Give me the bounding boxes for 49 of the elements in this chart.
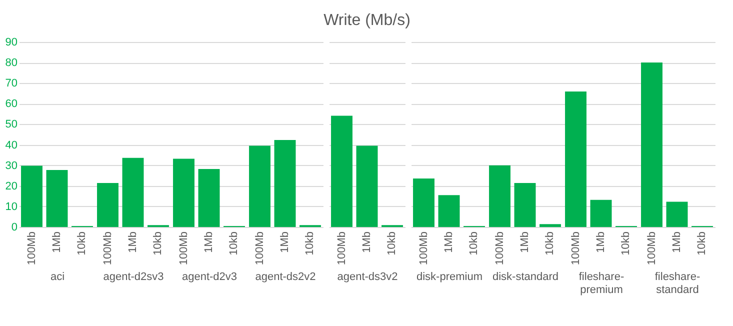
x-tick-label: 10kb bbox=[620, 232, 632, 256]
x-tick-label: 1Mb bbox=[519, 232, 531, 253]
y-tick-label: 90 bbox=[5, 36, 18, 48]
y-tick-label: 10 bbox=[5, 200, 18, 213]
x-tick-label: 10kb bbox=[696, 232, 708, 256]
x-tick-label: 100Mb bbox=[494, 232, 506, 266]
x-axis-title: agent-ds3v2 bbox=[337, 271, 398, 284]
y-tick-label: 20 bbox=[5, 180, 18, 192]
x-tick-label: 1Mb bbox=[595, 232, 607, 253]
x-axis-title: fileshare-standard bbox=[654, 271, 700, 296]
x-tick-label: 100Mb bbox=[26, 232, 38, 266]
x-tick-label: 1Mb bbox=[51, 232, 63, 253]
x-tick-label: 10kb bbox=[544, 232, 556, 256]
y-tick-label: 50 bbox=[5, 118, 18, 131]
x-axis-title: disk-premium bbox=[416, 271, 483, 284]
bar bbox=[21, 166, 42, 227]
x-tick-label: 100Mb bbox=[418, 232, 430, 266]
chart-title: Write (Mb/s) bbox=[324, 12, 410, 29]
y-tick-label: 80 bbox=[5, 57, 18, 70]
y-tick-label: 0 bbox=[11, 222, 18, 234]
x-tick-label: 100Mb bbox=[336, 232, 348, 266]
x-tick-label: 10kb bbox=[76, 232, 88, 256]
x-tick-label: 1Mb bbox=[127, 232, 139, 253]
x-tick-label: 1Mb bbox=[443, 232, 455, 253]
x-axis-title: disk-standard bbox=[492, 271, 559, 284]
x-tick-label: 100Mb bbox=[570, 232, 582, 266]
x-axis-title: agent-d2v3 bbox=[182, 271, 238, 284]
y-tick-label: 40 bbox=[5, 139, 18, 152]
x-axis-title: fileshare-premium bbox=[578, 271, 624, 296]
x-axis-title: agent-ds2v2 bbox=[255, 271, 316, 284]
x-axis-title: agent-d2sv3 bbox=[103, 271, 164, 284]
y-tick-label: 30 bbox=[5, 160, 18, 172]
bar bbox=[46, 170, 68, 227]
x-axis-title: aci bbox=[50, 271, 65, 284]
y-tick-label: 60 bbox=[5, 98, 18, 110]
x-tick-label: 100Mb bbox=[254, 232, 266, 266]
x-tick-label: 10kb bbox=[468, 232, 480, 256]
x-tick-label: 10kb bbox=[304, 232, 316, 256]
x-tick-label: 10kb bbox=[386, 232, 398, 256]
x-tick-label: 100Mb bbox=[646, 232, 658, 266]
y-tick-label: 70 bbox=[5, 78, 18, 90]
x-tick-label: 10kb bbox=[228, 232, 240, 256]
x-tick-label: 1Mb bbox=[279, 232, 291, 253]
x-tick-label: 10kb bbox=[152, 232, 164, 256]
x-tick-label: 100Mb bbox=[102, 232, 114, 266]
x-tick-label: 1Mb bbox=[671, 232, 683, 253]
x-tick-label: 100Mb bbox=[178, 232, 190, 266]
x-tick-label: 1Mb bbox=[361, 232, 373, 253]
x-tick-label: 1Mb bbox=[203, 232, 215, 253]
